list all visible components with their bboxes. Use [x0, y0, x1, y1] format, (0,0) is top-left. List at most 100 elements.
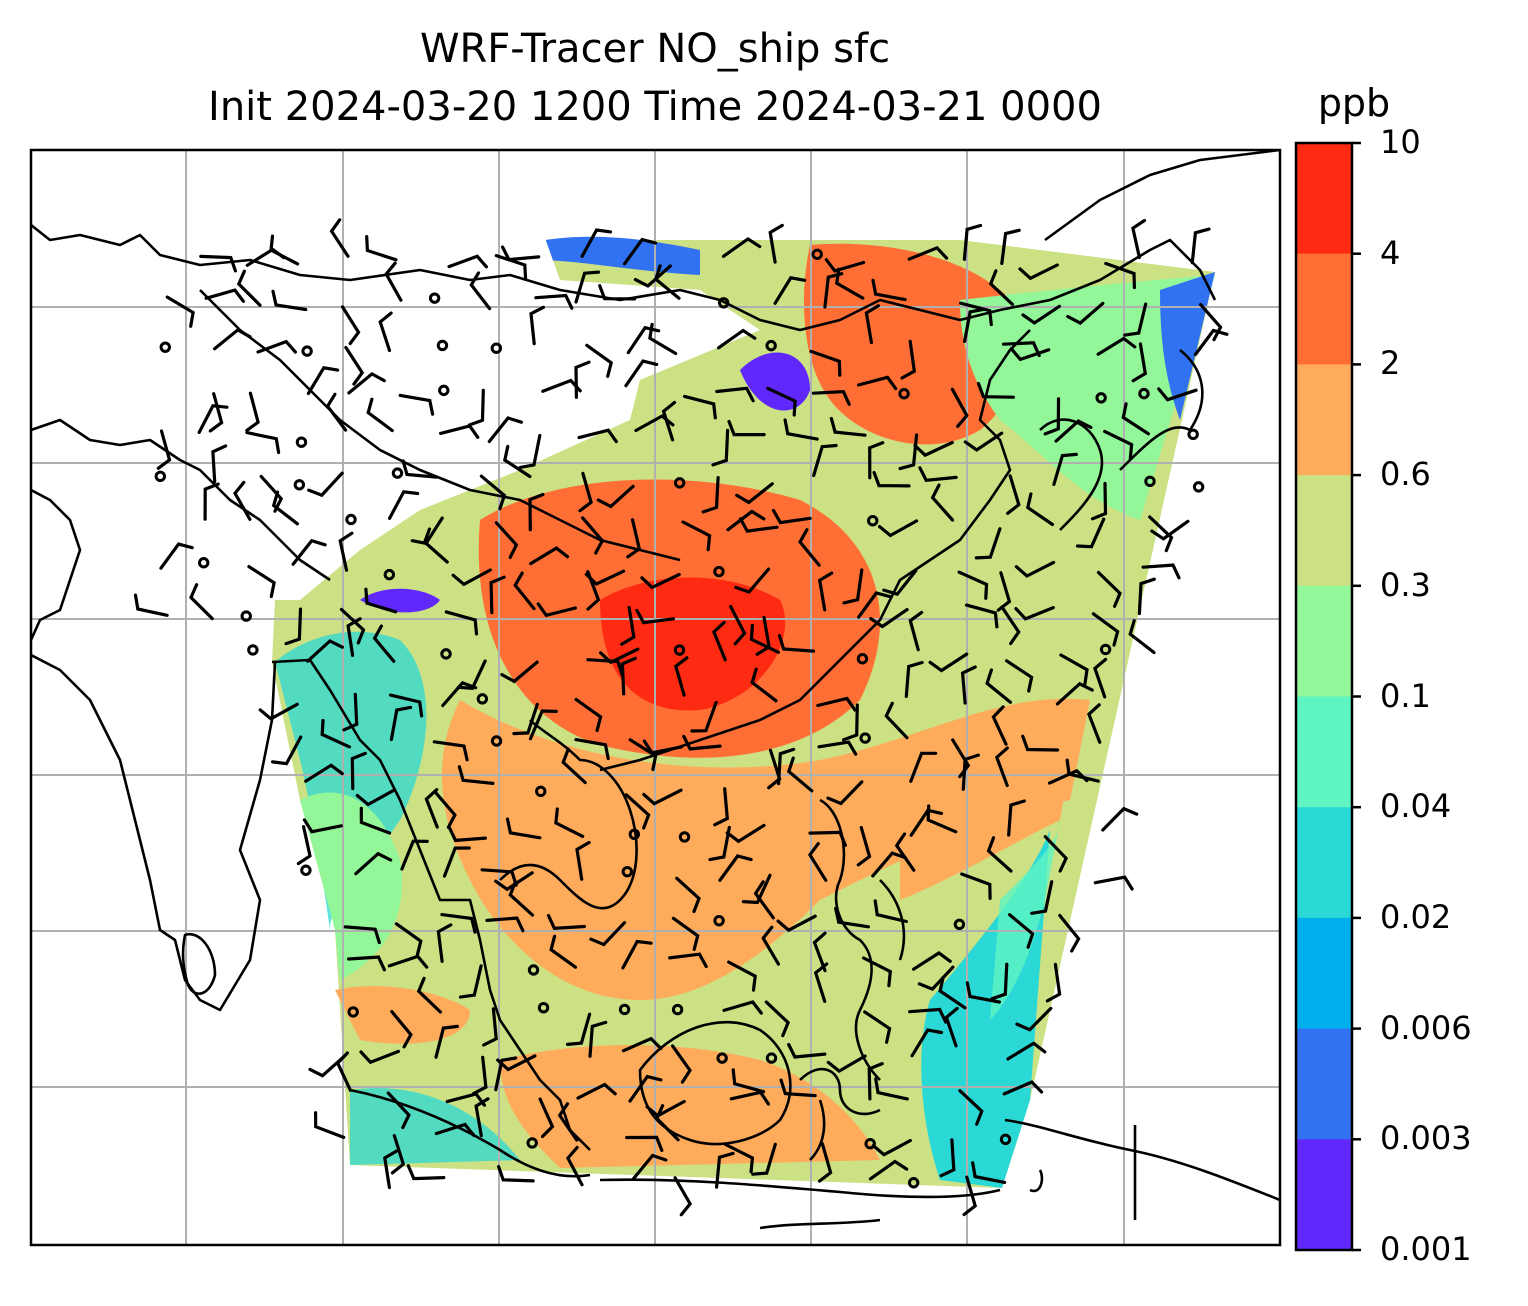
wind-barb — [701, 476, 720, 514]
wind-barb — [869, 608, 909, 629]
field-band-sea-orange — [900, 760, 1070, 900]
wind-barb — [557, 1102, 579, 1142]
wind-barb — [536, 602, 577, 618]
colorbar-segment — [1296, 143, 1352, 255]
wind-barb — [962, 1175, 978, 1217]
wind-barb — [203, 482, 220, 521]
wind-barb — [359, 1049, 401, 1065]
philippines — [819, 798, 906, 1081]
wind-barb — [489, 575, 506, 615]
central-asia-border — [31, 418, 331, 582]
wind-barb — [365, 235, 398, 262]
calm-marker — [347, 1006, 359, 1018]
wind-barb — [258, 702, 299, 721]
wind-barb — [596, 484, 635, 509]
map-subtitle: Init 2024-03-20 1200 Time 2024-03-21 000… — [208, 84, 1102, 130]
colorbar-tick-label: 4 — [1380, 233, 1401, 272]
wind-barb — [1043, 835, 1069, 873]
wind-barb — [561, 747, 587, 785]
wind-barb — [624, 359, 659, 388]
wind-barb — [574, 697, 603, 733]
colorbar-segment — [1296, 1028, 1352, 1140]
calm-marker — [864, 1137, 876, 1150]
calm-marker — [673, 644, 686, 656]
wind-barb — [1043, 397, 1061, 436]
colorbar-tick-label: 0.006 — [1380, 1008, 1472, 1047]
wind-barb — [401, 459, 439, 479]
wind-barb — [683, 394, 717, 420]
wind-barb — [690, 700, 718, 733]
wind-barb — [354, 851, 393, 876]
wind-barb — [766, 386, 797, 417]
wind-barb — [871, 851, 908, 878]
wind-barb — [165, 295, 195, 328]
wind-barb — [640, 572, 681, 590]
wind-barb — [817, 571, 834, 612]
wind-barb — [856, 375, 898, 391]
wind-barb — [599, 647, 640, 665]
wind-barb — [386, 1091, 411, 1130]
wind-barb — [1137, 577, 1156, 616]
arabian-sea-coast — [31, 488, 82, 641]
wind-barb — [1052, 452, 1078, 486]
wind-barb — [518, 433, 542, 469]
east-siberia — [1044, 150, 1280, 242]
calm-marker — [628, 828, 641, 841]
wind-barb — [960, 872, 992, 900]
wind-barb — [928, 652, 969, 673]
calm-marker — [535, 785, 547, 797]
wind-barb — [245, 247, 286, 267]
wind-barb — [400, 839, 429, 871]
wind-barb — [388, 490, 420, 520]
calm-marker — [1144, 475, 1156, 488]
wind-barb — [926, 804, 958, 834]
wind-barb — [364, 587, 398, 614]
wind-barb — [917, 965, 955, 991]
wind-barb — [773, 276, 807, 305]
wind-barb — [1066, 301, 1105, 326]
calm-marker — [1095, 392, 1107, 404]
calm-marker — [713, 565, 725, 578]
india-coastline — [31, 653, 277, 1012]
wind-barb — [436, 923, 453, 963]
wind-barb — [798, 528, 821, 567]
wind-barb — [1093, 657, 1108, 699]
wind-barb — [635, 608, 675, 625]
wind-barb — [867, 1062, 884, 1101]
field-band-blue-north — [740, 352, 810, 411]
wind-barb — [826, 1054, 867, 1074]
wind-barb — [1150, 519, 1190, 541]
wind-barb — [1025, 492, 1055, 527]
wind-barb — [1123, 302, 1148, 337]
wind-barb — [653, 264, 681, 300]
wind-barb — [727, 960, 757, 992]
wind-barb — [296, 825, 312, 866]
wind-barb — [626, 518, 642, 559]
wind-barb — [469, 271, 492, 311]
wind-barb — [620, 656, 637, 696]
wind-barb — [245, 431, 281, 455]
wind-barb — [856, 826, 872, 867]
wind-barb — [528, 492, 545, 532]
wind-barb — [913, 440, 954, 458]
wind-barb — [882, 569, 918, 597]
wind-barb — [394, 922, 423, 957]
wind-barb — [777, 747, 796, 786]
wind-barb — [342, 692, 359, 732]
wind-barb — [734, 567, 771, 594]
wind-barb — [565, 1012, 592, 1046]
wind-barb — [884, 701, 909, 740]
wind-barb — [834, 267, 865, 300]
wind-barb — [749, 623, 780, 654]
wind-barb — [390, 1134, 406, 1175]
wind-barb — [384, 261, 403, 302]
calm-marker — [428, 292, 441, 304]
field-band-red-core — [600, 577, 786, 711]
calm-marker — [765, 1052, 778, 1064]
wind-barb — [642, 788, 683, 806]
colorbar-tick-label: 0.04 — [1380, 787, 1452, 826]
colorbar-tick-label: 0.1 — [1380, 676, 1431, 715]
wind-barb — [302, 818, 343, 834]
wind-barb — [1131, 342, 1148, 383]
wind-barb — [1101, 806, 1139, 832]
